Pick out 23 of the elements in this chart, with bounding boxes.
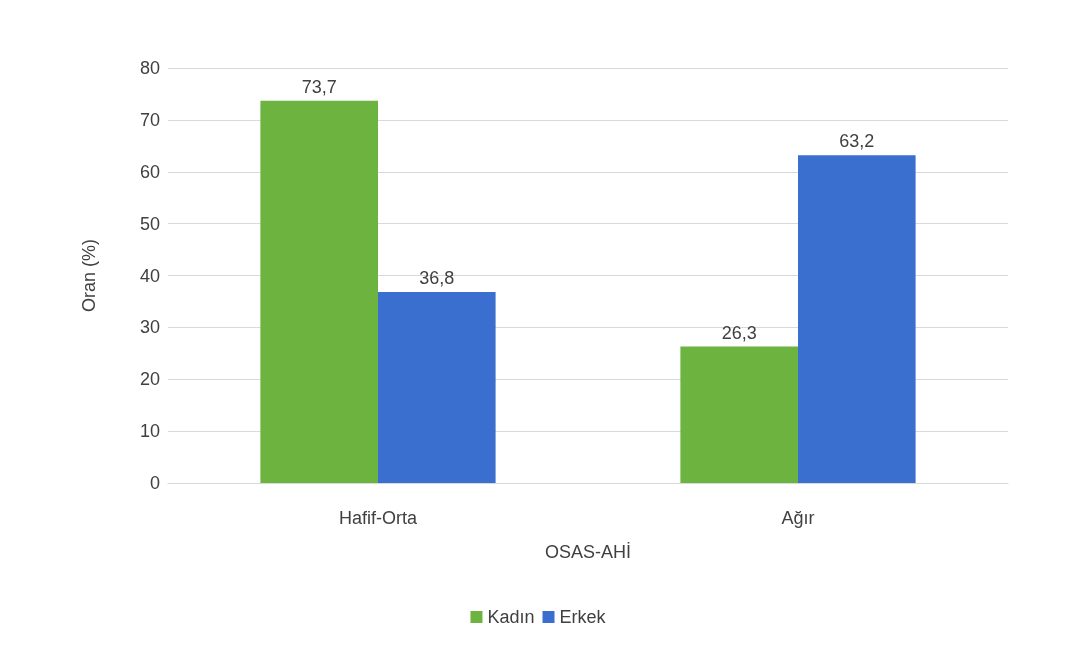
data-label: 63,2	[839, 131, 875, 152]
x-axis-title: OSAS-AHİ	[544, 542, 632, 562]
data-label: 73,7	[301, 76, 337, 97]
y-tick-label: 20	[139, 369, 160, 390]
legend-label: Kadın	[487, 607, 535, 627]
bar	[378, 292, 496, 483]
data-label: 36,8	[419, 268, 455, 289]
y-tick-label: 60	[139, 161, 160, 182]
bar	[798, 155, 916, 483]
y-tick-label: 80	[139, 58, 160, 78]
data-label: 26,3	[721, 322, 757, 343]
y-tick-label: 40	[139, 265, 160, 286]
y-tick-label: 50	[139, 213, 160, 234]
x-tick-label: Ağır	[781, 508, 815, 528]
bar	[260, 100, 378, 483]
y-tick-label: 70	[139, 109, 160, 130]
y-tick-label: 0	[149, 473, 160, 493]
bar	[680, 346, 798, 483]
y-tick-label: 30	[139, 317, 160, 338]
x-tick-label: Hafif-Orta	[338, 508, 418, 528]
legend-label: Erkek	[559, 607, 607, 627]
y-tick-label: 10	[139, 421, 160, 442]
y-axis-title: Oran (%)	[79, 238, 99, 313]
